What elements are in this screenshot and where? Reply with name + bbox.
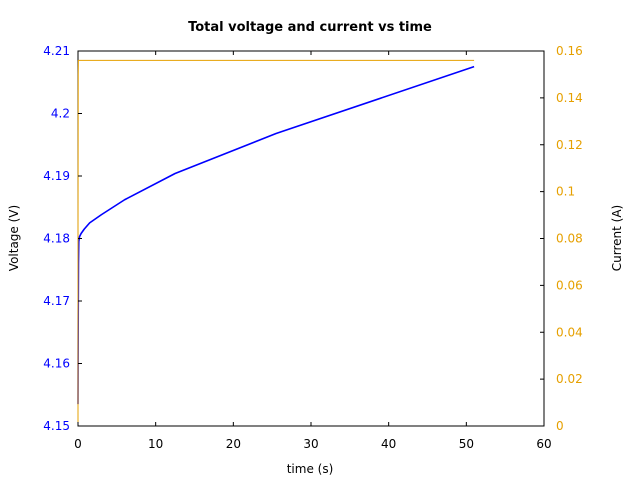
y-left-tick-label: 4.16	[43, 357, 70, 371]
y-left-tick-label: 4.18	[43, 232, 70, 246]
y-left-tick-label: 4.17	[43, 294, 70, 308]
x-tick-label: 20	[226, 437, 241, 451]
y-right-tick-label: 0.08	[556, 232, 583, 246]
x-axis-label: time (s)	[287, 462, 334, 476]
y-right-axis-label: Current (A)	[610, 205, 624, 271]
plot-frame	[77, 50, 545, 427]
x-tick-label: 50	[459, 437, 474, 451]
ticks-layer: 0 10 20 30 40 50 60 4.15 4.16 4.17 4.18 4.19 4.2 4.21…	[43, 44, 582, 451]
x-tick-label: 0	[74, 437, 82, 451]
y-left-tick-label: 4.21	[43, 44, 70, 58]
x-tick-label: 60	[536, 437, 551, 451]
y-right-tick-label: 0.04	[556, 325, 583, 339]
y-right-tick-label: 0.1	[556, 185, 575, 199]
y-left-axis-label: Voltage (V)	[7, 205, 21, 271]
y-left-tick-label: 4.15	[43, 419, 70, 433]
x-tick-label: 40	[381, 437, 396, 451]
x-tick-label: 10	[148, 437, 163, 451]
y-right-tick-label: 0.06	[556, 278, 583, 292]
x-tick-label: 30	[303, 437, 318, 451]
series-layer	[77, 59, 475, 426]
y-right-tick-label: 0.02	[556, 372, 583, 386]
y-right-tick-label: 0	[556, 419, 564, 433]
y-left-tick-label: 4.2	[51, 107, 70, 121]
chart-title: Total voltage and current vs time	[188, 20, 432, 35]
voltage-series-line	[77, 65, 475, 405]
y-right-tick-label: 0.12	[556, 138, 583, 152]
y-right-tick-label: 0.16	[556, 44, 583, 58]
y-right-tick-label: 0.14	[556, 91, 583, 105]
y-left-tick-label: 4.19	[43, 169, 70, 183]
current-series-line	[77, 59, 475, 426]
